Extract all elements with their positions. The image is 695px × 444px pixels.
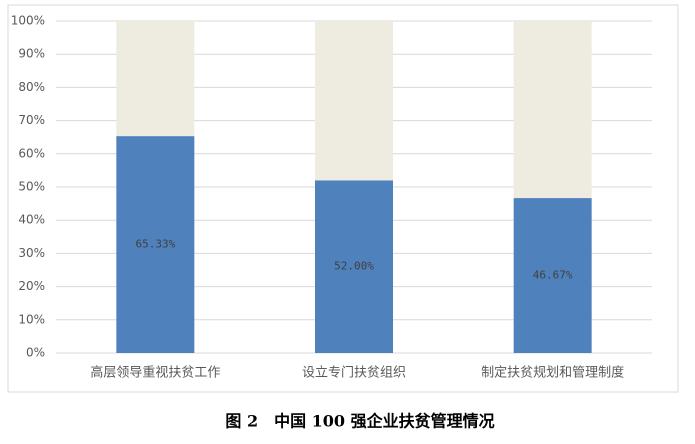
bar-segment (513, 21, 592, 199)
value-label: 52.00% (334, 260, 374, 273)
y-tick-label: 20% (18, 279, 45, 293)
value-label: 65.33% (135, 238, 175, 251)
bar-segment (513, 198, 592, 353)
y-tick-label: 100% (11, 14, 45, 28)
caption: 图 2 中国 100 强企业扶贫管理情况 (225, 412, 494, 431)
y-tick-label: 80% (18, 80, 45, 94)
y-tick-label: 50% (18, 180, 45, 194)
bar-segment (116, 136, 195, 353)
x-tick-label: 设立专门扶贫组织 (302, 365, 406, 381)
x-tick-label: 制定扶贫规划和管理制度 (481, 365, 624, 381)
y-tick-label: 60% (18, 146, 45, 160)
x-tick-label: 高层领导重视扶贫工作 (90, 365, 220, 381)
bar-segment (116, 21, 195, 137)
value-label: 46.67% (533, 269, 573, 282)
bar-segment (315, 21, 393, 181)
y-tick-label: 90% (18, 47, 45, 61)
y-tick-label: 70% (18, 113, 45, 127)
bar-segment (315, 180, 393, 353)
y-tick-label: 0% (26, 346, 45, 360)
y-tick-label: 40% (18, 213, 45, 227)
y-tick-label: 30% (18, 246, 45, 260)
y-tick-label: 10% (18, 312, 45, 326)
